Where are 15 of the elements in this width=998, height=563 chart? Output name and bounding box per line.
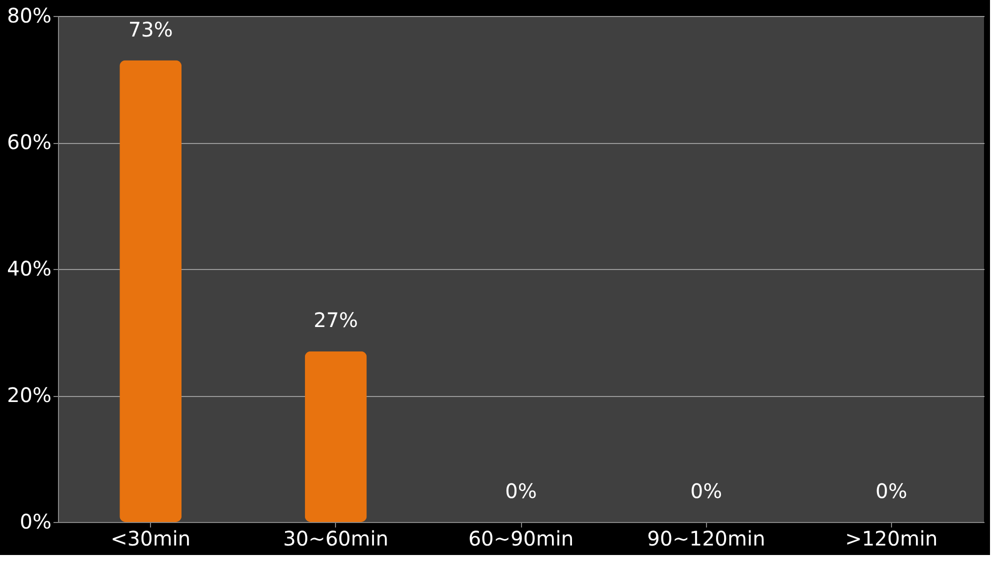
data-label: 0%	[505, 479, 537, 503]
y-tick-label: 60%	[7, 130, 52, 154]
y-tick-label: 40%	[7, 256, 52, 280]
data-label: 73%	[128, 17, 173, 42]
y-tick-label: 20%	[7, 383, 52, 407]
x-tick-label: 30~60min	[283, 526, 388, 550]
data-label: 27%	[314, 308, 358, 332]
x-tick-label: 90~120min	[647, 526, 766, 550]
x-tick-label: 60~90min	[468, 526, 574, 550]
x-tick-label: >120min	[845, 526, 938, 550]
y-tick-label: 80%	[7, 4, 52, 28]
data-label: 0%	[690, 479, 722, 503]
x-tick-label: <30min	[110, 526, 191, 550]
y-tick-label: 0%	[20, 510, 52, 534]
data-label: 0%	[876, 479, 908, 503]
